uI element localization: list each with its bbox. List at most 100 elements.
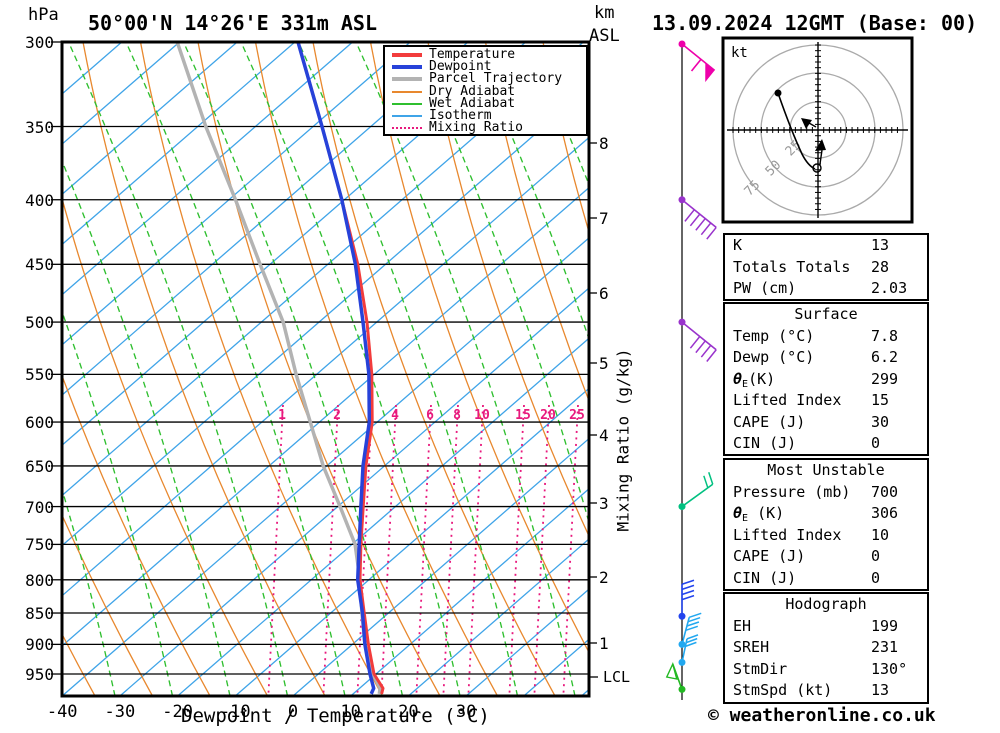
pressure-tick-label: 600 (25, 413, 54, 433)
row-label: Totals Totals (733, 257, 851, 276)
row-value: 0 (871, 547, 881, 565)
altitude-unit-km-label: km (594, 3, 615, 23)
temperature-tick-label: 30 (455, 702, 477, 722)
altitude-tick-label: 7 (599, 209, 609, 228)
table-row: K 13 (725, 235, 927, 257)
altitude-tick-label: 4 (599, 426, 609, 445)
pressure-unit-label: hPa (28, 5, 59, 25)
temperature-tick-label: -10 (219, 702, 251, 722)
row-label: θE (K) (733, 504, 785, 524)
pressure-tick-label: 550 (25, 365, 54, 385)
table-surface: Surface Temp (°C) 7.8 Dewp (°C) 6.2 θE(K) 299 L… (723, 302, 929, 456)
shear-arrow (815, 139, 826, 151)
legend-item-label: Dewpoint (429, 59, 492, 75)
row-label: θE(K) (733, 369, 776, 390)
table-row: PW (cm) 2.03 (725, 278, 927, 300)
legend-item: Isotherm (392, 108, 586, 124)
temperature-tick-label: 20 (398, 702, 419, 722)
table-row: StmSpd (kt) 13 (725, 680, 927, 702)
lcl-label: LCL (603, 668, 631, 686)
pressure-tick-label: 400 (25, 190, 54, 210)
row-label: Dewp (°C) (733, 348, 815, 366)
svg-text:20: 20 (540, 408, 556, 423)
row-value: 10 (871, 525, 890, 544)
table-row: EH 199 (725, 616, 927, 638)
storm-motion-arrow (801, 118, 812, 129)
pressure-tick-label: 950 (25, 665, 54, 684)
table-indices: K 13 Totals Totals 28 PW (cm) 2.03 (723, 233, 929, 301)
pressure-tick-label: 300 (25, 33, 54, 52)
row-value: 130° (871, 659, 908, 678)
wind-barb (678, 196, 717, 240)
row-label: CAPE (J) (733, 547, 806, 565)
row-label: StmDir (733, 659, 788, 678)
copyright: © weatheronline.co.uk (708, 705, 936, 726)
temperature-tick-label: 10 (340, 702, 361, 722)
svg-text:4: 4 (391, 408, 399, 423)
table-header: Most Unstable (767, 461, 885, 479)
table-row: CAPE (J) 30 (725, 412, 927, 434)
table-row: StmDir 130° (725, 659, 927, 681)
row-value: 0 (871, 568, 881, 587)
table-row: CAPE (J) 0 (725, 546, 927, 568)
pressure-tick-label: 450 (25, 255, 54, 275)
wind-barb (678, 579, 695, 620)
row-label: StmSpd (kt) (733, 681, 833, 699)
row-label: SREH (733, 638, 770, 656)
row-label: Lifted Index (733, 391, 842, 409)
legend-item-label: Parcel Trajectory (429, 71, 563, 87)
row-label: K (733, 236, 743, 254)
row-value: 13 (871, 236, 890, 254)
altitude-tick-label: 2 (599, 568, 609, 587)
wind-barb-column (665, 40, 717, 700)
legend: Temperature Dewpoint Parcel Trajectory Dry … (383, 45, 588, 136)
row-label: Temp (°C) (733, 326, 815, 345)
svg-text:15: 15 (515, 408, 531, 423)
table-row: Dewp (°C) 6.2 (725, 347, 927, 369)
pressure-tick-label: 850 (25, 604, 54, 624)
legend-item-label: Mixing Ratio (429, 120, 523, 136)
altitude-tick-label: 8 (599, 134, 609, 153)
wind-barb (678, 40, 716, 83)
legend-item: Parcel Trajectory (392, 71, 586, 87)
mixing-ratio-lines (267, 404, 579, 696)
table-row: SREH 231 (725, 637, 927, 659)
pressure-tick-label: 500 (25, 313, 54, 333)
dewpoint-curve (296, 42, 376, 695)
page-title: 50°00'N 14°26'E 331m ASL (88, 11, 377, 35)
legend-line-sample (392, 53, 422, 58)
temperature-tick-label: -40 (46, 702, 78, 722)
row-label: PW (cm) (733, 279, 797, 297)
svg-text:10: 10 (474, 408, 490, 423)
wind-barb (678, 612, 702, 648)
legend-item-label: Isotherm (429, 108, 492, 124)
table-row: θE(K) 299 (725, 369, 927, 391)
table-row: Lifted Index 15 (725, 390, 927, 412)
temperature-tick-label: -20 (162, 702, 193, 722)
pressure-tick-label: 650 (25, 456, 54, 476)
legend-line-sample (392, 115, 422, 118)
row-value: 6.2 (871, 348, 899, 366)
legend-line-sample (392, 102, 422, 105)
row-label: Lifted Index (733, 525, 842, 544)
row-value: 299 (871, 369, 899, 388)
legend-line-sample (392, 65, 422, 70)
datetime-label: 13.09.2024 12GMT (Base: 00) (652, 11, 978, 35)
table-header: Surface (794, 305, 858, 323)
svg-text:25: 25 (569, 408, 585, 423)
legend-item-label: Dry Adiabat (429, 83, 516, 99)
legend-item-label: Temperature (429, 47, 516, 63)
dry-adiabats (62, 42, 589, 696)
wet-adiabats (62, 42, 589, 696)
row-label: CIN (J) (733, 568, 797, 587)
row-value: 306 (871, 504, 899, 522)
row-value: 2.03 (871, 279, 908, 297)
row-value: 30 (871, 412, 890, 431)
wind-barb (665, 661, 686, 693)
row-value: 231 (871, 638, 899, 656)
table-row: CIN (J) 0 (725, 433, 927, 455)
legend-item-label: Wet Adiabat (429, 95, 516, 111)
table-most-unstable: Most Unstable Pressure (mb) 700 θE (K) 306 Li… (723, 458, 929, 591)
pressure-tick-label: 750 (25, 535, 54, 555)
